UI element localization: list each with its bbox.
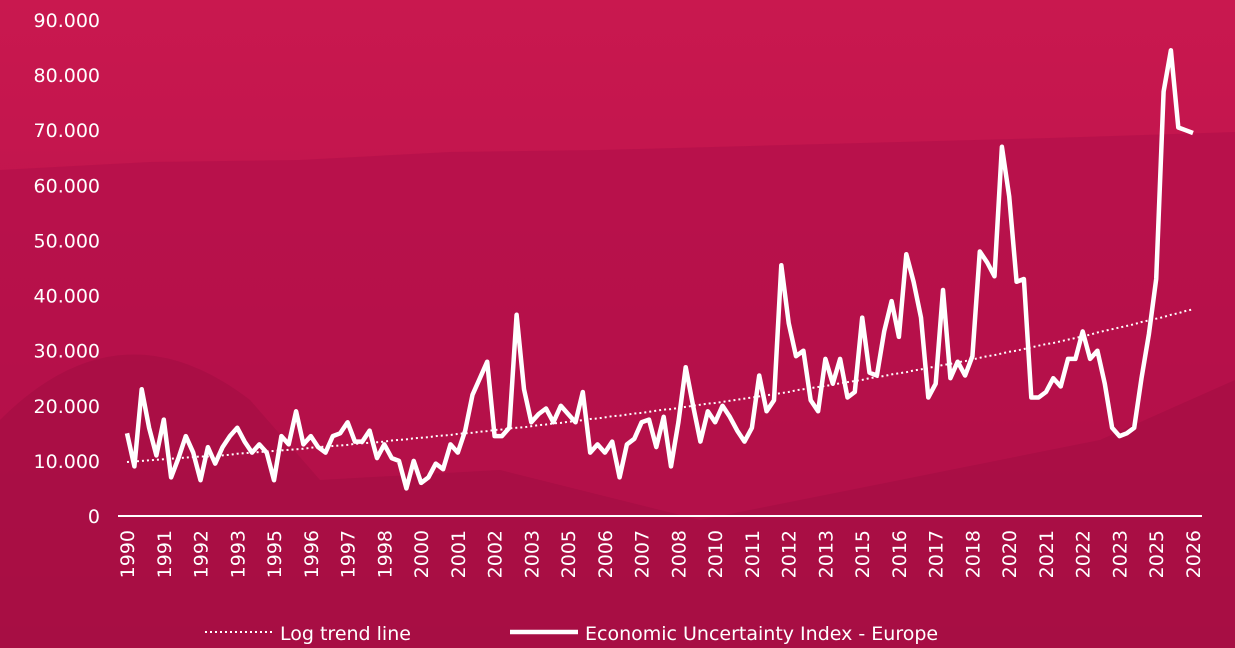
y-tick-label: 30.000: [34, 341, 100, 363]
x-tick-label: 2010: [705, 530, 727, 578]
x-tick-label: 2008: [668, 530, 690, 578]
x-tick-label: 2017: [926, 530, 948, 578]
y-tick-label: 50.000: [34, 230, 100, 252]
x-tick-label: 2011: [742, 530, 764, 578]
legend-label: Log trend line: [280, 623, 411, 645]
x-tick-label: 1993: [227, 530, 249, 578]
x-tick-label: 1997: [338, 530, 360, 578]
x-tick-label: 2020: [999, 530, 1021, 578]
chart: 0 10.000 20.000 30.000 40.000 50.000 60.000 70.…: [0, 0, 1235, 648]
x-tick-label: 2005: [558, 530, 580, 578]
x-tick-label: 1998: [374, 530, 396, 578]
x-tick-label: 1990: [117, 530, 139, 578]
x-tick-label: 2018: [962, 530, 984, 578]
y-tick-label: 20.000: [34, 396, 100, 418]
x-tick-label: 2006: [595, 530, 617, 578]
y-tick-label: 0: [88, 506, 100, 528]
page: {"chart_data": {"type": "line", "categor…: [0, 0, 1235, 648]
y-tick-label: 90.000: [34, 10, 100, 32]
x-tick-label: 2026: [1183, 530, 1205, 578]
y-tick-label: 60.000: [34, 175, 100, 197]
x-tick-label: 2022: [1073, 530, 1095, 578]
x-tick-label: 1996: [301, 530, 323, 578]
y-tick-label: 10.000: [34, 451, 100, 473]
x-tick-label: 2003: [521, 530, 543, 578]
x-tick-label: 1995: [264, 530, 286, 578]
x-tick-label: 2016: [889, 530, 911, 578]
x-tick-label: 2021: [1036, 530, 1058, 578]
x-tick-label: 2000: [411, 530, 433, 578]
x-tick-label: 2007: [632, 530, 654, 578]
y-tick-label: 40.000: [34, 286, 100, 308]
x-tick-label: 1991: [154, 530, 176, 578]
x-tick-label: 2002: [485, 530, 507, 578]
x-tick-label: 1992: [191, 530, 213, 578]
x-tick-label: 2015: [852, 530, 874, 578]
x-tick-label: 2023: [1109, 530, 1131, 578]
y-tick-label: 70.000: [34, 120, 100, 142]
x-tick-label: 2013: [815, 530, 837, 578]
x-tick-label: 2025: [1146, 530, 1168, 578]
x-tick-label: 2001: [448, 530, 470, 578]
legend-label: Economic Uncertainty Index - Europe: [585, 623, 938, 645]
x-tick-label: 2012: [779, 530, 801, 578]
y-tick-label: 80.000: [34, 65, 100, 87]
